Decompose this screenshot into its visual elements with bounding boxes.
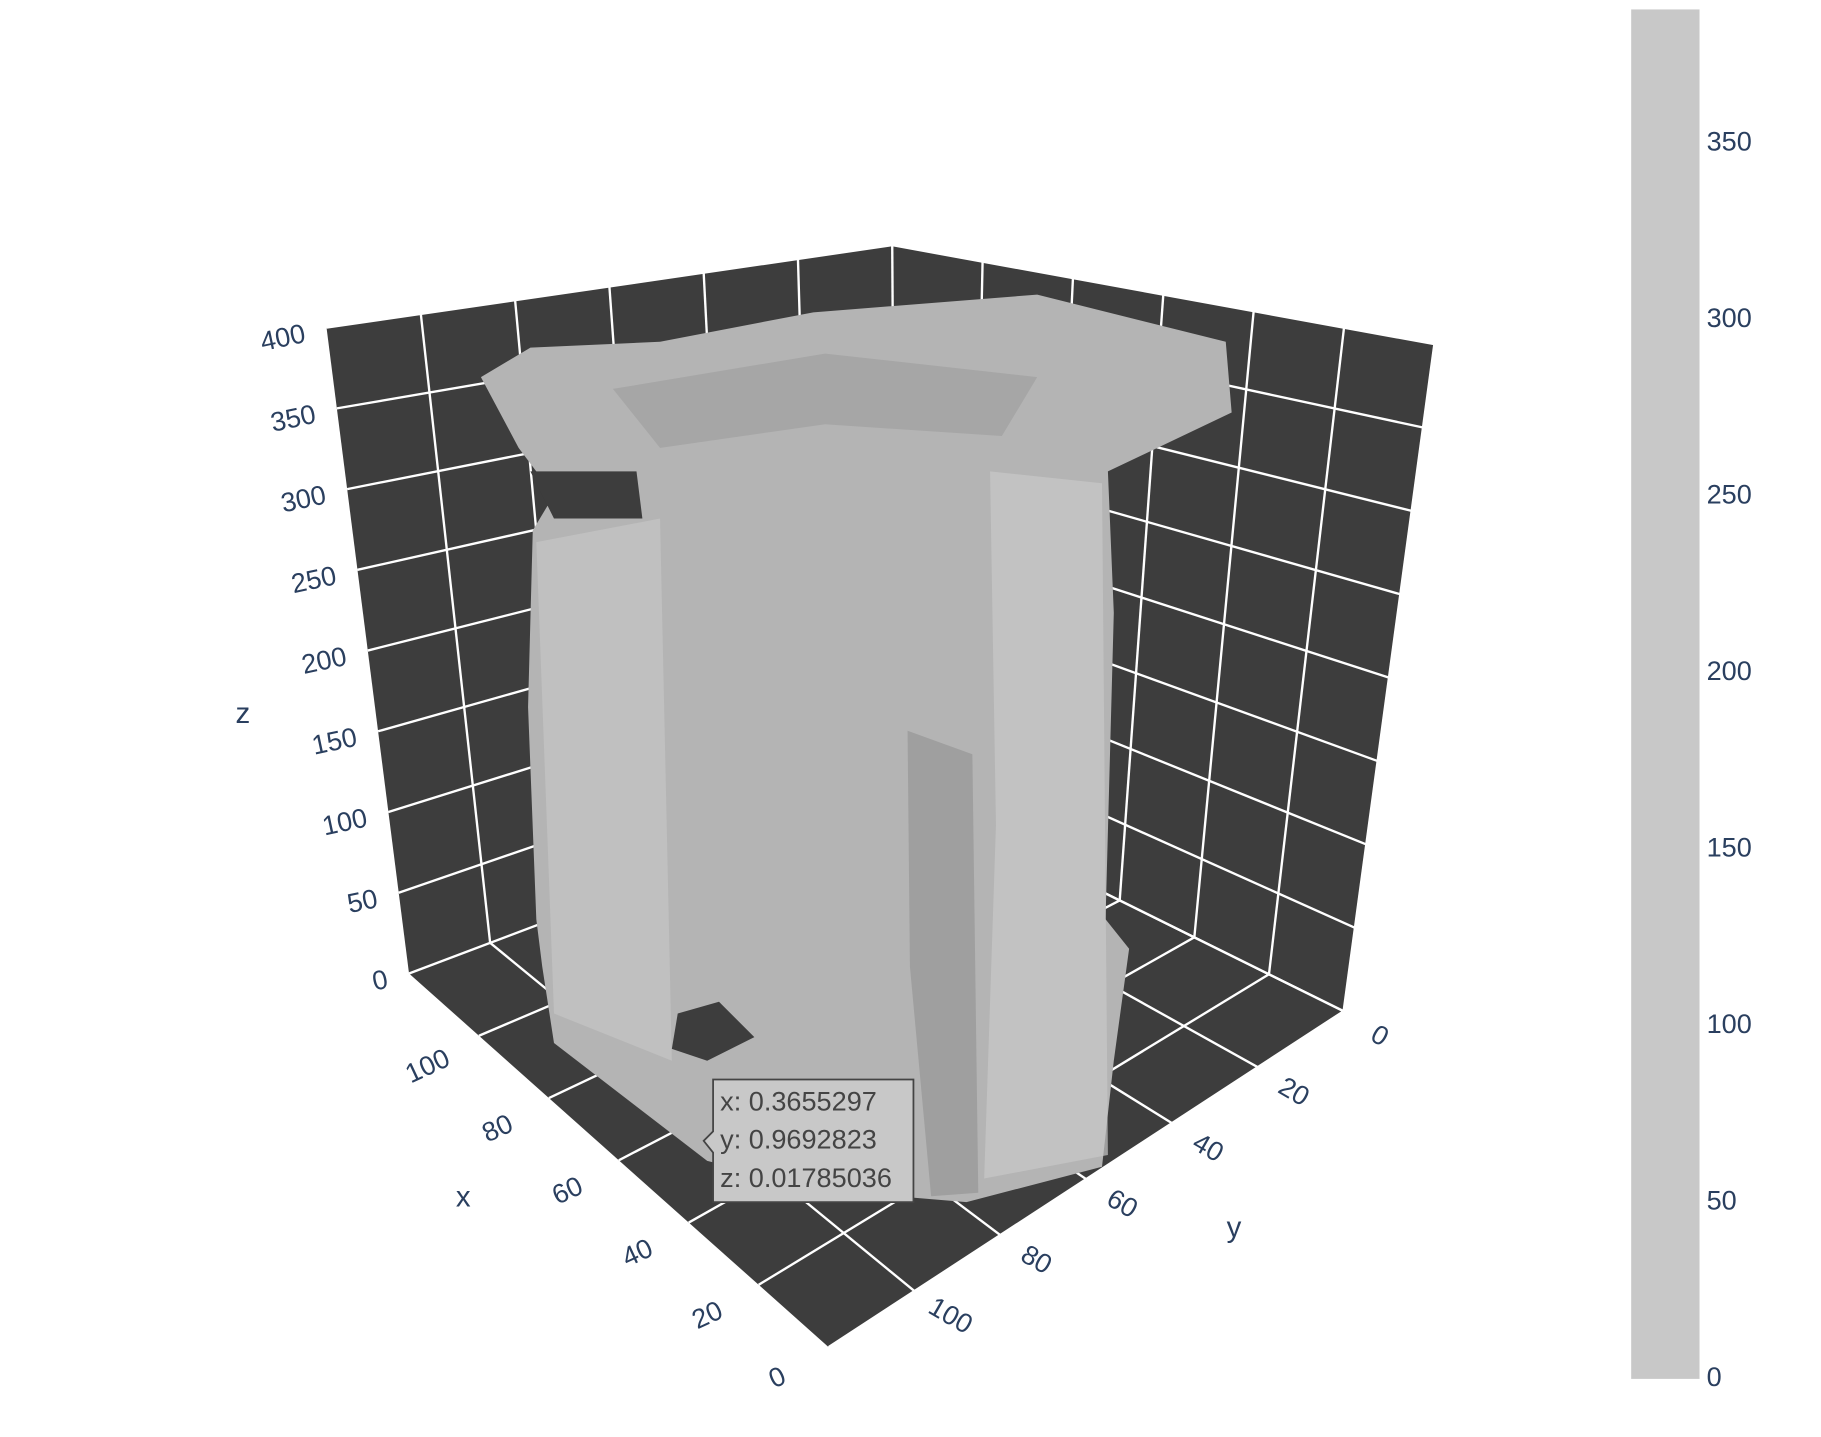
z-grid-line: [892, 243, 1435, 346]
y-tick-label: 100: [924, 1290, 979, 1339]
surface-shade: [907, 730, 979, 1197]
x-axis-title: x: [456, 1180, 471, 1213]
colorbar-tick-label: 200: [1707, 655, 1752, 686]
colorbar: [1631, 9, 1700, 1379]
isosurface: [480, 294, 1232, 1203]
colorbar-tick-label: 350: [1707, 126, 1752, 157]
z-tick-label: 400: [257, 317, 308, 357]
hover-text: y: 0.9692823: [720, 1124, 877, 1155]
surface-hole: [671, 1001, 755, 1061]
z-tick-label: 0: [369, 963, 390, 996]
colorbar-tick-label: 250: [1707, 479, 1752, 510]
hover-tooltip: x: 0.3655297 y: 0.9692823 z: 0.01785036: [702, 1078, 915, 1203]
hover-text: z: 0.01785036: [720, 1162, 892, 1193]
x-tick-label: 80: [477, 1107, 517, 1148]
y-tick-label: 60: [1102, 1182, 1144, 1224]
z-tick-label: 350: [268, 398, 319, 438]
colorbar-tick-label: 100: [1707, 1008, 1752, 1039]
surface-shade: [612, 353, 1038, 448]
x-tick-label: 60: [547, 1170, 587, 1211]
colorbar-tick-label: 150: [1707, 832, 1752, 863]
y-tick-label: 20: [1274, 1070, 1316, 1112]
surface-light: [984, 471, 1108, 1179]
surface-hole: [530, 471, 643, 519]
colorbar-tick-label: 300: [1707, 302, 1752, 333]
hover-box: [702, 1078, 915, 1203]
colorbar-tick-label: 0: [1707, 1361, 1722, 1392]
y-axis-title: y: [1227, 1211, 1242, 1244]
surface-light: [536, 518, 672, 1061]
x-tick-label: 0: [764, 1360, 791, 1394]
z-tick-label: 150: [309, 721, 360, 761]
hover-text: x: 0.3655297: [720, 1085, 877, 1116]
x-tick-label: 40: [617, 1232, 657, 1273]
z-tick-label: 250: [288, 559, 339, 599]
x-tick-label: 20: [687, 1294, 727, 1335]
x-tick-label: 100: [400, 1042, 454, 1089]
y-tick-label: 40: [1188, 1126, 1230, 1168]
y-tick-label: 0: [1366, 1018, 1395, 1052]
z-axis-title: z: [235, 697, 250, 730]
colorbar-tick-label: 50: [1707, 1185, 1737, 1216]
z-grid-line: [326, 243, 893, 329]
z-tick-label: 200: [299, 640, 350, 680]
z-tick-label: 300: [278, 479, 329, 519]
y-tick-label: 80: [1016, 1238, 1058, 1280]
z-tick-label: 100: [319, 802, 370, 842]
z-tick-label: 50: [344, 882, 380, 919]
